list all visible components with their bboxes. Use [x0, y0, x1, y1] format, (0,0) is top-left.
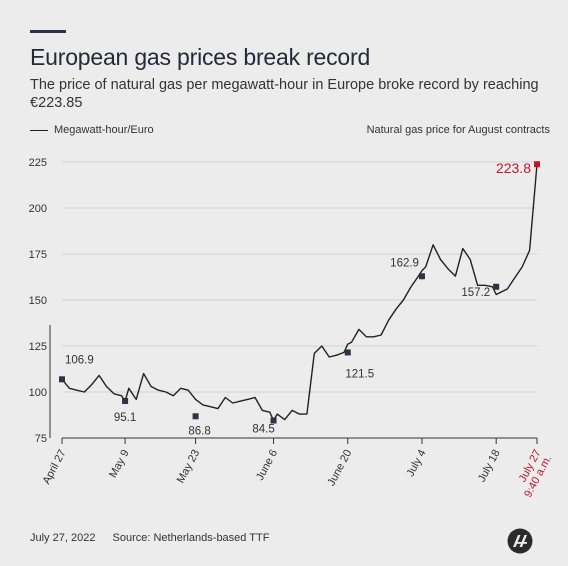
data-point-marker	[122, 398, 129, 405]
y-tick-label: 225	[29, 157, 47, 169]
x-tick-label-group: May 9	[107, 448, 132, 480]
x-tick-label: July 4	[405, 448, 429, 479]
data-point-marker	[418, 273, 425, 280]
y-tick-label: 175	[29, 249, 47, 261]
chart-note: Natural gas price for August contracts	[366, 124, 550, 136]
data-point-marker	[534, 161, 540, 168]
data-point-label: 95.1	[114, 412, 136, 424]
x-tick-label-group: April 27	[41, 448, 69, 487]
legend-line-swatch	[30, 129, 48, 131]
y-tick-label: 150	[29, 295, 47, 307]
data-point-marker	[192, 413, 199, 420]
agency-logo-icon	[507, 528, 533, 554]
data-point-label: 86.8	[188, 425, 210, 437]
legend: Megawatt-hour/Euro	[30, 124, 154, 136]
y-tick-label: 100	[29, 387, 47, 399]
data-point-label: 157.2	[461, 287, 490, 299]
page-subtitle: The price of natural gas per megawatt-ho…	[30, 77, 539, 111]
y-tick-label: 125	[29, 341, 47, 353]
data-point-marker	[59, 376, 65, 383]
x-tick-label: May 23	[175, 448, 203, 485]
footer: July 27, 2022 Source: Netherlands-based …	[30, 532, 269, 544]
page-title: European gas prices break record	[30, 44, 371, 70]
data-point-marker	[493, 283, 500, 290]
x-tick-label: April 27	[41, 448, 69, 487]
x-tick-label-group: July 4	[405, 448, 429, 479]
x-tick-label: July 18	[476, 448, 503, 484]
data-point-label: 162.9	[390, 257, 419, 269]
x-tick-label-group: July 279:40 a.m.	[517, 448, 555, 500]
x-tick-label-group: July 18	[476, 448, 503, 484]
x-tick-label: June 6	[254, 448, 280, 483]
data-point-marker	[270, 417, 277, 424]
data-point-marker	[344, 349, 351, 356]
data-point-label: 223.8	[496, 160, 531, 176]
x-tick-label-group: June 6	[254, 448, 280, 483]
x-tick-label: May 9	[107, 448, 132, 480]
x-tick-label-group: June 20	[325, 448, 354, 488]
y-tick-label: 200	[29, 203, 47, 215]
title-accent-bar	[30, 30, 66, 33]
footer-source: Source: Netherlands-based TTF	[112, 532, 270, 544]
data-point-label: 121.5	[345, 368, 374, 380]
legend-label: Megawatt-hour/Euro	[54, 124, 154, 136]
line-chart: 75 100 125 150 175 200 225 April 27 May 9 May 23 J…	[29, 157, 555, 500]
data-point-label: 84.5	[252, 424, 274, 436]
series-line	[61, 164, 538, 422]
data-point-label: 106.9	[65, 354, 94, 366]
x-tick-label-group: May 23	[175, 448, 203, 485]
footer-date: July 27, 2022	[30, 532, 96, 544]
x-tick-label: June 20	[325, 448, 354, 488]
y-tick-label: 75	[35, 433, 47, 445]
